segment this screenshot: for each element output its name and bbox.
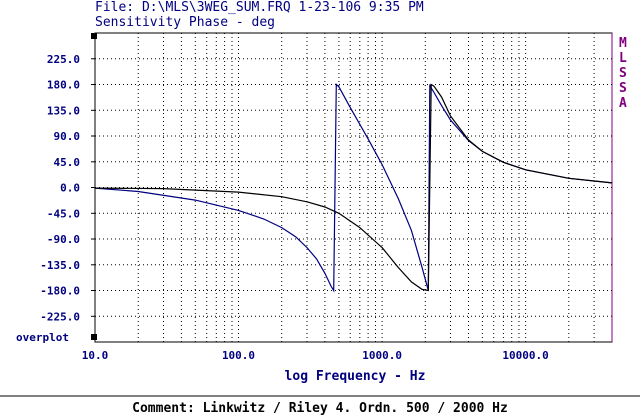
overplot-label: overplot <box>16 331 69 344</box>
corner-marker-top <box>91 33 97 39</box>
y-tick-label: 135.0 <box>47 104 80 117</box>
y-tick-label: -45.0 <box>47 207 80 220</box>
series-line-2 <box>94 83 613 292</box>
x-tick-label: 100.0 <box>222 349 255 362</box>
y-tick-label: -135.0 <box>40 259 80 272</box>
x-axis-label: log Frequency - Hz <box>285 369 426 384</box>
chart-title: Sensitivity Phase - deg <box>95 15 275 30</box>
series-layer <box>94 83 613 293</box>
x-tick-label: 1000.0 <box>362 349 402 362</box>
side-letter: L <box>619 51 627 66</box>
series-line-1 <box>94 83 613 293</box>
side-brand-label: M L S S A <box>619 36 627 111</box>
comment-line: Comment: Linkwitz / Riley 4. Ordn. 500 /… <box>132 401 508 416</box>
side-letter: S <box>619 81 627 96</box>
grid <box>95 33 612 342</box>
y-tick-label: -90.0 <box>47 233 80 246</box>
side-letter: A <box>619 96 627 111</box>
side-letter: S <box>619 66 627 81</box>
plot-frame <box>94 32 613 343</box>
y-tick-label: 225.0 <box>47 53 80 66</box>
corner-marker-bottom <box>91 334 97 340</box>
y-tick-label: 180.0 <box>47 79 80 92</box>
x-tick-label: 10000.0 <box>502 349 548 362</box>
y-tick-label: 90.0 <box>54 130 81 143</box>
y-tick-label: -225.0 <box>40 310 80 323</box>
y-tick-label: -180.0 <box>40 285 80 298</box>
y-tick-label: 45.0 <box>54 156 81 169</box>
x-tick-label: 10.0 <box>82 349 109 362</box>
side-letter: M <box>619 36 627 51</box>
y-tick-label: 0.0 <box>60 182 80 195</box>
tick-labels: 225.0 180.0 135.0 90.0 45.0 0.0 -45.0 -90.0 -135… <box>40 53 549 362</box>
file-line: File: D:\MLS\3WEG_SUM.FRQ 1-23-106 9:35 … <box>95 0 424 15</box>
